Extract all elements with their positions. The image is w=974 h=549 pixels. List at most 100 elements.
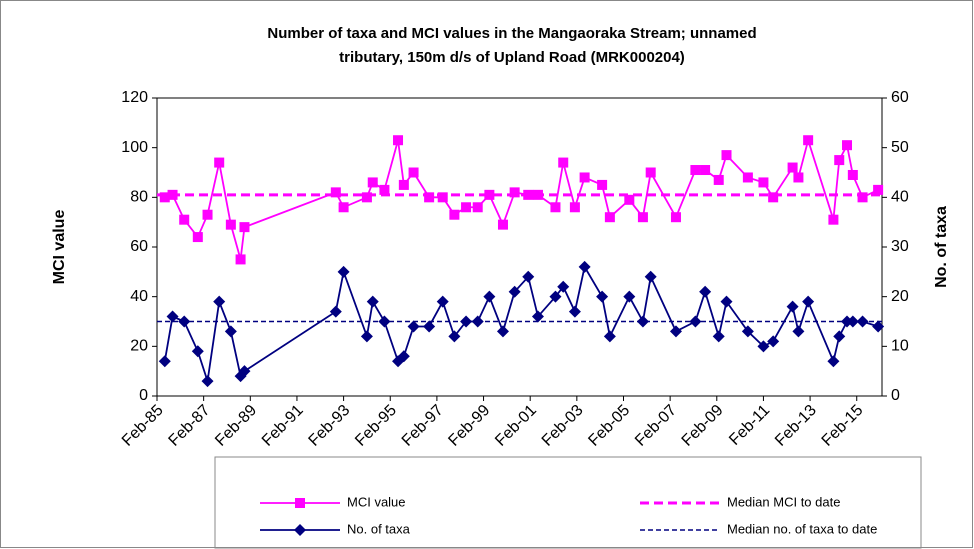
y2-axis-title: No. of taxa	[933, 206, 950, 288]
y2-tick-label: 10	[891, 338, 909, 355]
marker	[338, 202, 349, 213]
legend-label: Median no. of taxa to date	[727, 521, 877, 536]
marker	[532, 189, 543, 200]
marker	[828, 214, 839, 225]
marker	[508, 285, 521, 298]
marker	[623, 290, 636, 303]
marker	[742, 172, 753, 183]
y-tick-label: 40	[130, 288, 148, 305]
marker	[834, 155, 845, 166]
marker	[522, 270, 535, 283]
marker	[550, 202, 561, 213]
marker	[294, 524, 306, 536]
y-tick-label: 20	[130, 338, 148, 355]
marker	[436, 295, 449, 308]
marker	[689, 315, 702, 328]
marker	[497, 219, 508, 230]
marker	[202, 209, 213, 220]
marker	[330, 187, 341, 198]
marker	[437, 192, 448, 203]
marker	[295, 498, 305, 508]
marker	[557, 280, 570, 293]
y2-tick-label: 40	[891, 189, 909, 206]
marker	[398, 179, 409, 190]
marker	[192, 232, 203, 243]
marker	[235, 254, 246, 265]
marker	[460, 315, 473, 328]
marker	[523, 189, 534, 200]
marker	[179, 214, 190, 225]
marker	[225, 219, 236, 230]
marker	[531, 310, 544, 323]
marker	[238, 365, 251, 378]
marker	[713, 174, 724, 185]
marker	[741, 325, 754, 338]
marker	[568, 305, 581, 318]
marker	[669, 325, 682, 338]
marker	[366, 295, 379, 308]
marker	[596, 290, 609, 303]
marker	[558, 157, 569, 168]
marker	[167, 189, 178, 200]
y2-tick-label: 20	[891, 288, 909, 305]
marker	[690, 165, 701, 176]
marker	[472, 202, 483, 213]
marker	[509, 187, 520, 198]
marker	[699, 285, 712, 298]
marker	[471, 315, 484, 328]
marker	[569, 202, 580, 213]
marker	[721, 150, 732, 161]
marker	[379, 184, 390, 195]
marker	[378, 315, 391, 328]
marker	[158, 355, 171, 368]
marker	[872, 320, 885, 333]
marker	[549, 290, 562, 303]
marker	[178, 315, 191, 328]
y2-tick-label: 30	[891, 238, 909, 255]
y2-tick-label: 0	[891, 387, 900, 404]
marker	[484, 189, 495, 200]
marker	[191, 345, 204, 358]
marker	[213, 295, 226, 308]
marker	[793, 172, 804, 183]
marker	[360, 330, 373, 343]
marker	[787, 162, 798, 173]
marker	[408, 167, 419, 178]
chart-title: tributary, 150m d/s of Upland Road (MRK0…	[339, 49, 685, 66]
marker	[579, 172, 590, 183]
marker	[461, 202, 472, 213]
y-tick-label: 0	[139, 387, 148, 404]
marker	[597, 179, 608, 190]
marker	[483, 290, 496, 303]
marker	[827, 355, 840, 368]
marker	[424, 192, 435, 203]
y-axis-title: MCI value	[51, 210, 68, 285]
marker	[361, 192, 372, 203]
marker	[792, 325, 805, 338]
marker	[757, 340, 770, 353]
legend-box	[214, 456, 922, 549]
y-tick-label: 80	[130, 189, 148, 206]
marker	[367, 177, 378, 188]
marker	[496, 325, 509, 338]
marker	[393, 135, 404, 146]
marker	[857, 192, 868, 203]
marker	[833, 330, 846, 343]
marker	[578, 260, 591, 273]
legend-label: Median MCI to date	[727, 494, 840, 509]
marker	[201, 375, 214, 388]
marker	[803, 135, 814, 146]
marker	[637, 212, 648, 223]
marker	[856, 315, 869, 328]
marker	[407, 320, 420, 333]
chart-title: Number of taxa and MCI values in the Man…	[267, 25, 756, 42]
marker	[224, 325, 237, 338]
y-tick-label: 60	[130, 238, 148, 255]
marker	[239, 222, 250, 233]
marker	[700, 165, 711, 176]
marker	[786, 300, 799, 313]
y-tick-label: 100	[121, 139, 148, 156]
marker	[159, 192, 170, 203]
